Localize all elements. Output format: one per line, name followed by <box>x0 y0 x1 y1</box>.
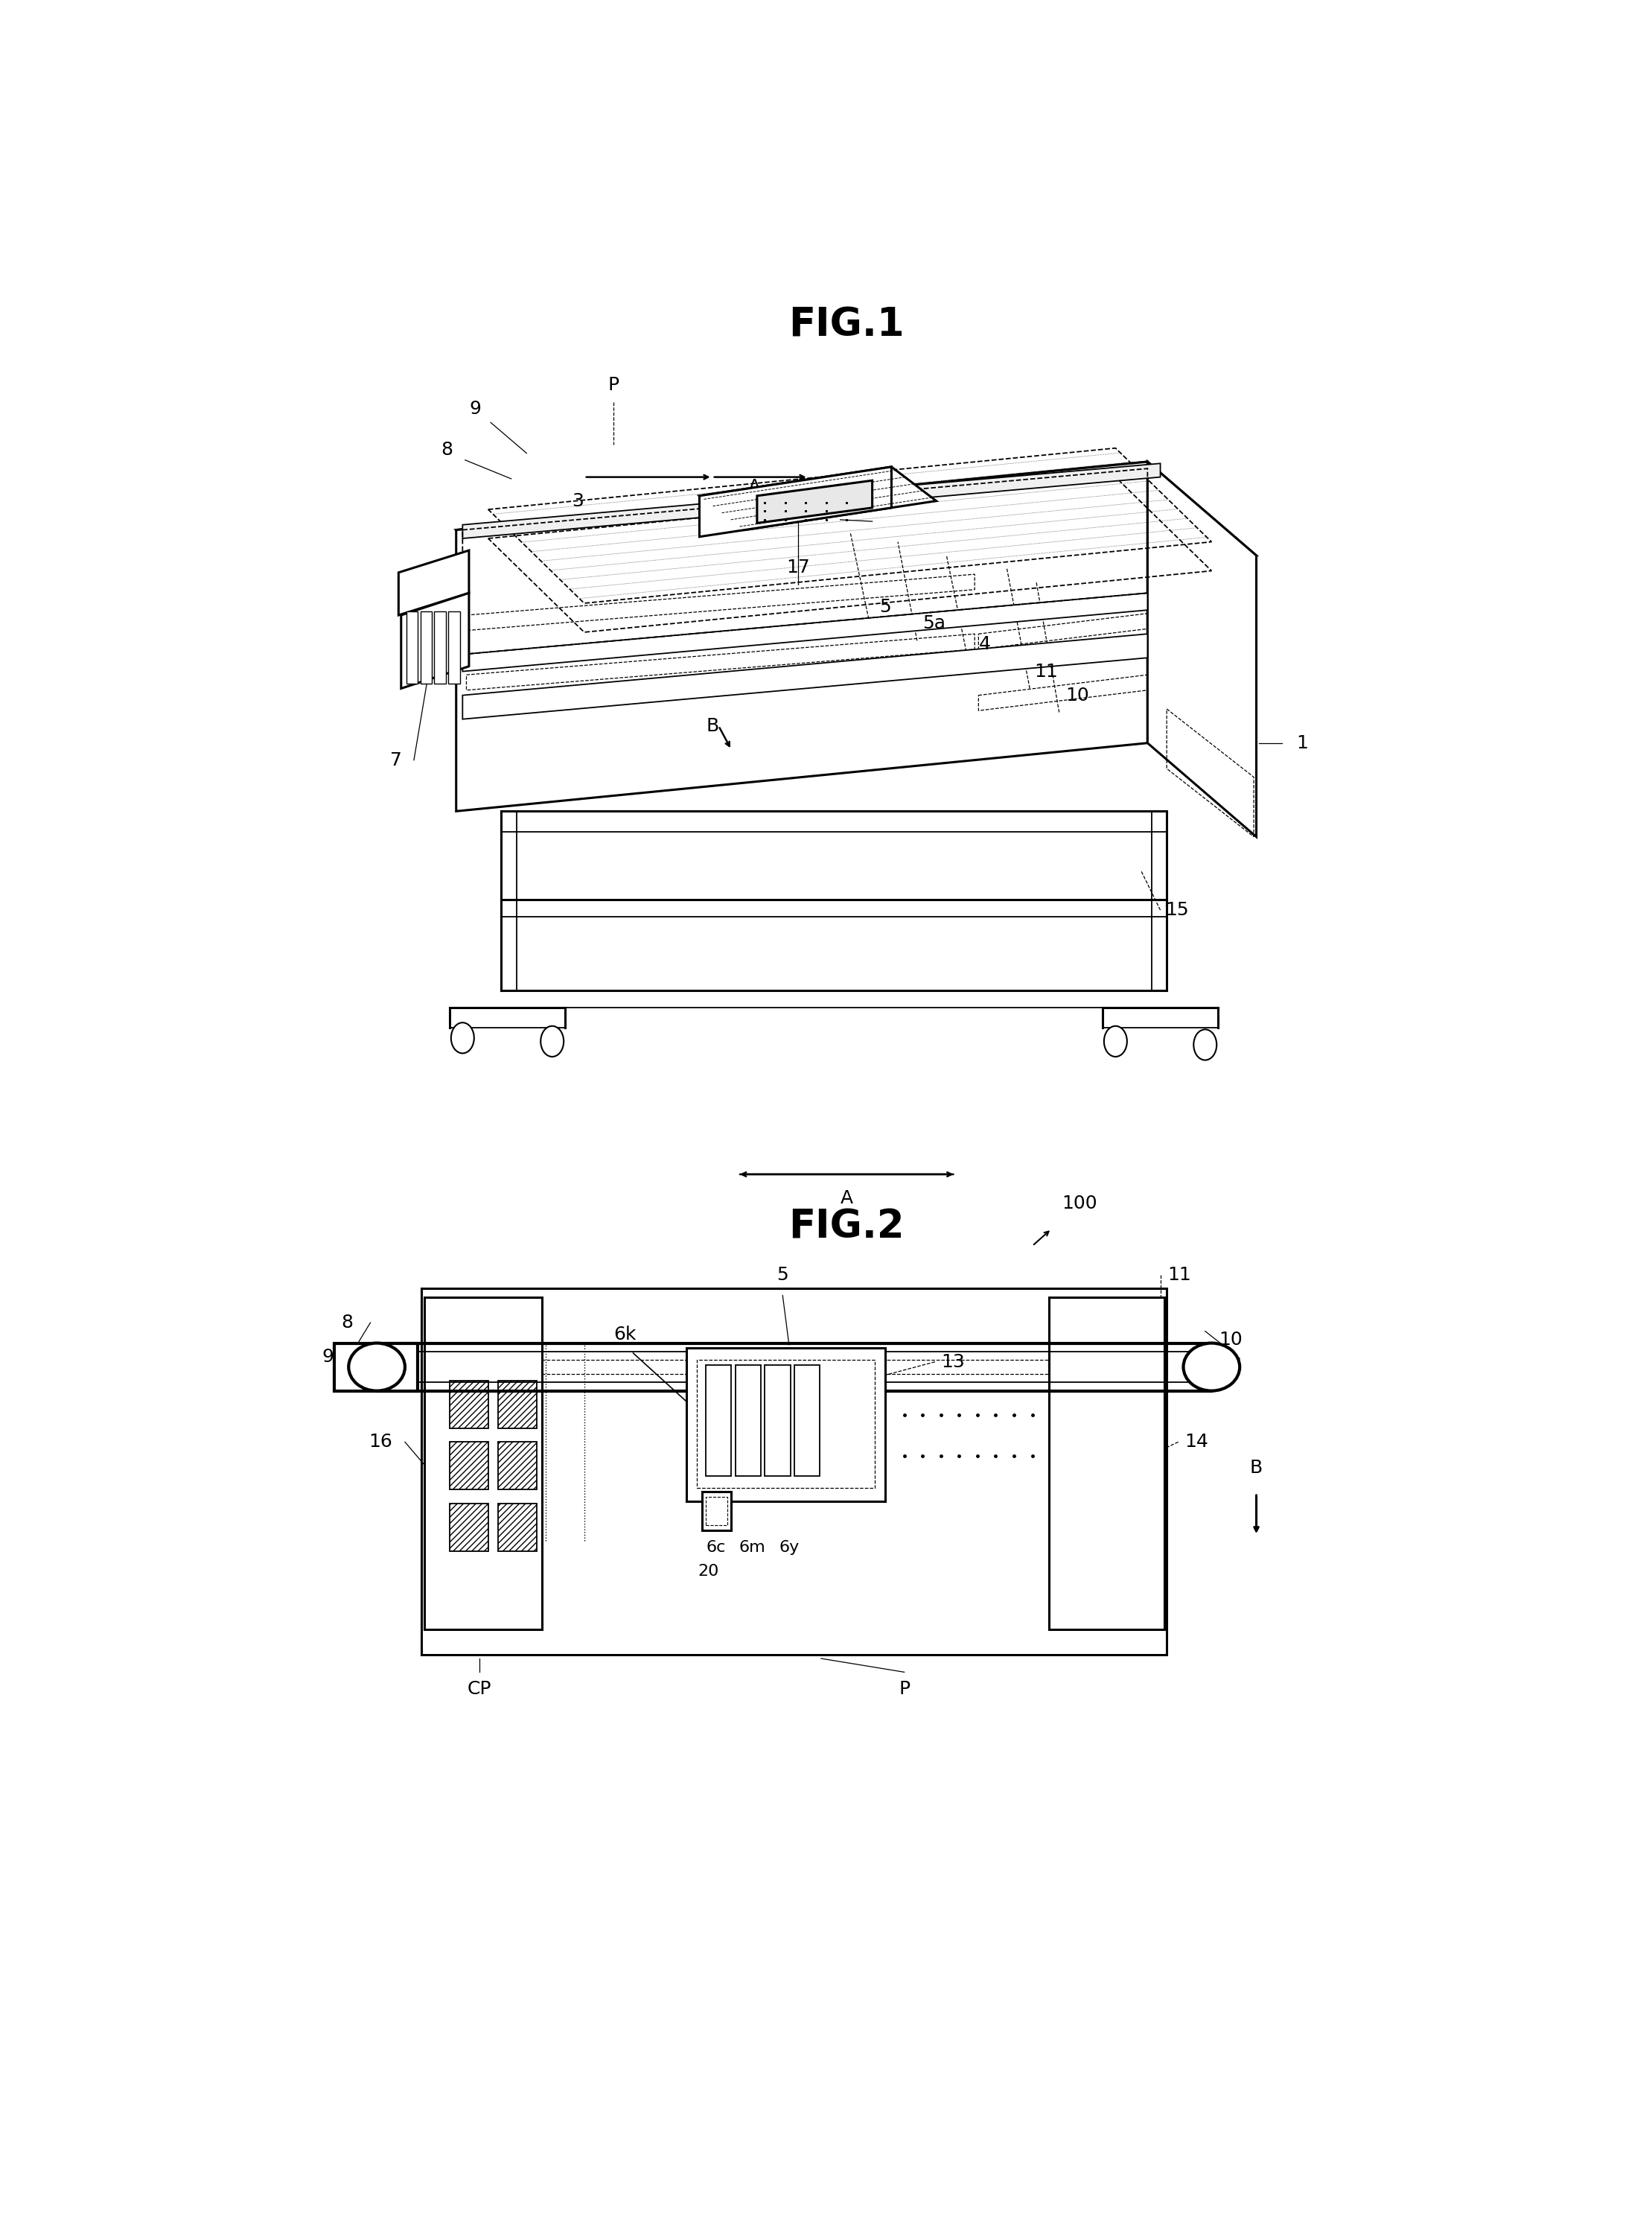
Polygon shape <box>456 463 1148 810</box>
Text: CP: CP <box>468 1680 491 1698</box>
Circle shape <box>1194 1030 1216 1061</box>
Text: B: B <box>1251 1459 1262 1477</box>
Text: 9: 9 <box>322 1348 334 1366</box>
Text: 14: 14 <box>1184 1432 1208 1450</box>
Text: 17: 17 <box>786 558 809 576</box>
Text: P: P <box>899 1680 910 1698</box>
Polygon shape <box>699 467 937 529</box>
Polygon shape <box>448 611 459 684</box>
Ellipse shape <box>349 1344 405 1390</box>
Polygon shape <box>463 463 1160 538</box>
Text: B: B <box>705 717 719 735</box>
Text: 3: 3 <box>572 492 583 509</box>
Polygon shape <box>420 611 431 684</box>
Circle shape <box>451 1023 474 1054</box>
Text: 16: 16 <box>368 1432 392 1450</box>
Text: 100: 100 <box>839 496 874 514</box>
Text: 10: 10 <box>1219 1331 1242 1348</box>
Text: FIG.2: FIG.2 <box>788 1209 905 1246</box>
Polygon shape <box>334 1344 418 1390</box>
Polygon shape <box>401 593 469 689</box>
Text: P: P <box>608 376 620 394</box>
Ellipse shape <box>1183 1344 1239 1390</box>
Polygon shape <box>456 463 1257 624</box>
Polygon shape <box>1049 1297 1165 1630</box>
Polygon shape <box>434 611 446 684</box>
Text: 6m: 6m <box>738 1541 765 1554</box>
Text: 20: 20 <box>697 1563 719 1579</box>
Polygon shape <box>1148 463 1257 837</box>
Text: 5: 5 <box>776 1266 788 1284</box>
Polygon shape <box>421 1289 1166 1656</box>
Text: 7: 7 <box>390 751 401 768</box>
Polygon shape <box>702 1492 732 1530</box>
Polygon shape <box>687 1348 885 1501</box>
Text: 2: 2 <box>403 640 415 658</box>
Text: 11: 11 <box>1034 662 1059 680</box>
Polygon shape <box>795 1366 819 1477</box>
Text: A: A <box>841 1189 852 1207</box>
Polygon shape <box>765 1366 790 1477</box>
Circle shape <box>1104 1025 1127 1056</box>
Polygon shape <box>463 633 1148 720</box>
Text: 11: 11 <box>1168 1266 1191 1284</box>
Text: 8: 8 <box>342 1313 354 1331</box>
Polygon shape <box>406 611 418 684</box>
Polygon shape <box>398 551 469 615</box>
Text: FIG.1: FIG.1 <box>788 306 905 345</box>
Text: 5: 5 <box>879 598 890 615</box>
Polygon shape <box>705 1366 732 1477</box>
Text: 15: 15 <box>1165 901 1189 919</box>
Polygon shape <box>699 467 892 536</box>
Text: 100: 100 <box>1062 1193 1097 1213</box>
Text: 9: 9 <box>469 401 481 418</box>
Text: 8: 8 <box>441 441 453 458</box>
Text: 10: 10 <box>1066 686 1089 704</box>
Text: 6y: 6y <box>778 1541 800 1554</box>
Text: 13: 13 <box>942 1353 965 1370</box>
Text: 4: 4 <box>980 635 991 653</box>
Circle shape <box>540 1025 563 1056</box>
Text: 6c: 6c <box>707 1541 725 1554</box>
Polygon shape <box>463 593 1148 671</box>
Text: 6k: 6k <box>615 1326 636 1344</box>
Text: 5a: 5a <box>922 615 945 633</box>
Text: 1: 1 <box>1297 735 1308 753</box>
Polygon shape <box>735 1366 762 1477</box>
Text: A: A <box>748 478 762 496</box>
Polygon shape <box>757 480 872 523</box>
Polygon shape <box>425 1297 542 1630</box>
